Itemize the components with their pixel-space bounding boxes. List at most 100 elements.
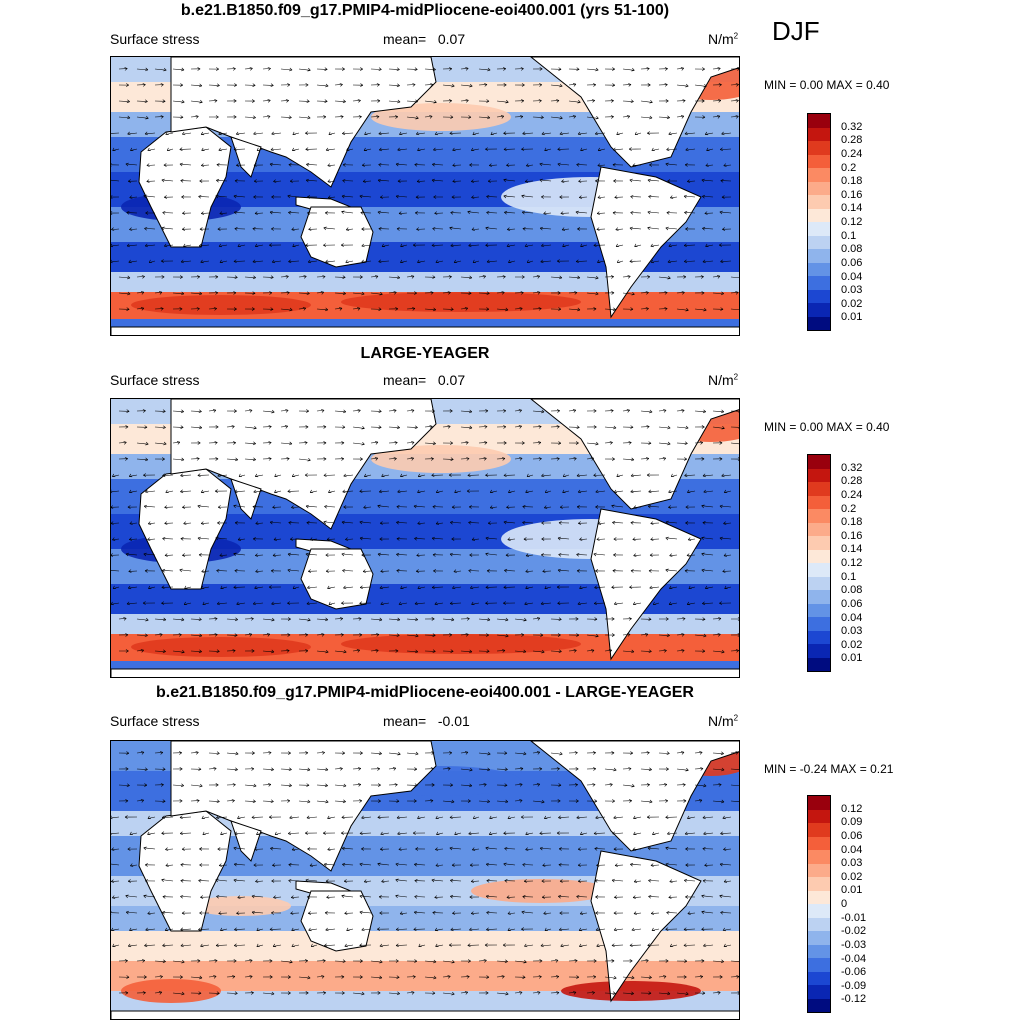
wind-vector	[111, 570, 120, 572]
wind-vector-head	[306, 521, 310, 525]
wind-vector	[280, 784, 292, 786]
wind-vector	[597, 196, 606, 199]
wind-vector-head	[468, 291, 472, 295]
wind-vector-head	[415, 131, 420, 136]
wind-vector	[287, 195, 300, 198]
min-value: -0.24	[799, 762, 828, 776]
wind-vector-head	[342, 489, 346, 494]
wind-vector	[233, 195, 246, 198]
wind-vector	[180, 832, 192, 834]
wind-vector-head	[685, 521, 689, 525]
wind-vector-head	[592, 83, 596, 87]
wind-vector-head	[291, 943, 295, 947]
wind-vector-head	[486, 633, 489, 637]
wind-vector	[633, 506, 642, 509]
wind-vector	[688, 538, 696, 541]
wind-vector	[532, 991, 541, 994]
wind-vector-head	[181, 991, 185, 996]
wind-vector-head	[237, 815, 241, 820]
landmass	[300, 206, 374, 268]
wind-vector-head	[629, 959, 633, 963]
wind-vector	[525, 180, 534, 182]
wind-vector-head	[253, 163, 257, 167]
wind-vector-head	[267, 783, 272, 787]
wind-vector-head	[687, 911, 691, 915]
wind-vector-head	[393, 409, 397, 413]
wind-vector	[514, 650, 526, 653]
wind-vector	[676, 442, 688, 444]
wind-vector-head	[162, 568, 166, 573]
wind-vector-head	[450, 783, 453, 787]
wind-vector	[198, 928, 210, 930]
wind-vector	[287, 569, 300, 572]
wind-vector	[244, 458, 256, 461]
wind-vector-head	[398, 847, 402, 851]
wind-vector-head	[377, 799, 381, 803]
wind-vector-head	[217, 505, 221, 509]
wind-vector	[136, 68, 148, 71]
wind-vector-head	[398, 601, 402, 606]
wind-vector-head	[575, 259, 579, 264]
wind-vector	[622, 100, 634, 102]
wind-vector-head	[287, 552, 291, 557]
wind-vector	[361, 260, 372, 263]
wind-vector-head	[216, 991, 220, 995]
wind-vector	[702, 602, 714, 604]
wind-vector-head	[701, 67, 705, 71]
wind-vector-head	[325, 259, 329, 264]
wind-vector-head	[202, 601, 206, 605]
wind-vector-head	[111, 831, 112, 836]
wind-vector-head	[559, 911, 563, 915]
wind-vector-head	[307, 211, 311, 215]
wind-vector-head	[359, 585, 363, 590]
wind-vector-head	[450, 441, 453, 445]
wind-vector	[701, 537, 714, 540]
wind-vector	[485, 847, 498, 850]
wind-vector-head	[379, 521, 383, 525]
wind-vector-head	[287, 83, 291, 87]
wind-vector	[219, 260, 228, 263]
wind-vector	[262, 992, 275, 995]
wind-vector	[576, 260, 588, 262]
wind-vector	[180, 944, 192, 947]
wind-vector-head	[629, 585, 633, 589]
wind-vector	[226, 426, 235, 428]
wind-vector-head	[486, 569, 490, 573]
wind-vector-head	[467, 210, 471, 215]
wind-vector-head	[718, 783, 722, 787]
wind-vector	[398, 212, 408, 214]
wind-vector-head	[200, 131, 205, 136]
wind-vector-head	[127, 585, 132, 590]
wind-vector	[226, 976, 235, 978]
wind-vector	[262, 100, 271, 102]
wind-vector	[701, 569, 714, 572]
wind-vector-head	[273, 179, 277, 183]
mean-value: 0.07	[437, 31, 466, 47]
wind-vector	[198, 880, 210, 882]
wind-vector-head	[452, 585, 456, 590]
wind-vector-head	[310, 943, 315, 947]
wind-vector-head	[610, 409, 614, 413]
wind-vector-head	[556, 991, 560, 995]
wind-vector-head	[648, 894, 652, 899]
wind-vector	[507, 912, 516, 915]
wind-vector	[460, 442, 469, 444]
wind-vector	[597, 260, 606, 263]
wind-vector-head	[630, 99, 634, 104]
wind-vector-head	[378, 147, 383, 152]
wind-vector-head	[341, 67, 345, 71]
wind-vector-head	[683, 943, 687, 948]
wind-vector-head	[542, 569, 546, 573]
wind-vector-head	[253, 425, 257, 430]
wind-vector	[432, 537, 444, 540]
wind-vector	[305, 553, 318, 556]
wind-vector	[730, 84, 739, 86]
wind-vector-head	[196, 307, 200, 311]
wind-vector	[273, 896, 282, 898]
wind-vector	[161, 179, 174, 182]
wind-vector-head	[233, 99, 237, 103]
wind-vector-head	[537, 441, 542, 445]
wind-vector	[634, 880, 642, 883]
wind-vector-head	[271, 649, 275, 654]
wind-vector-head	[325, 799, 329, 804]
